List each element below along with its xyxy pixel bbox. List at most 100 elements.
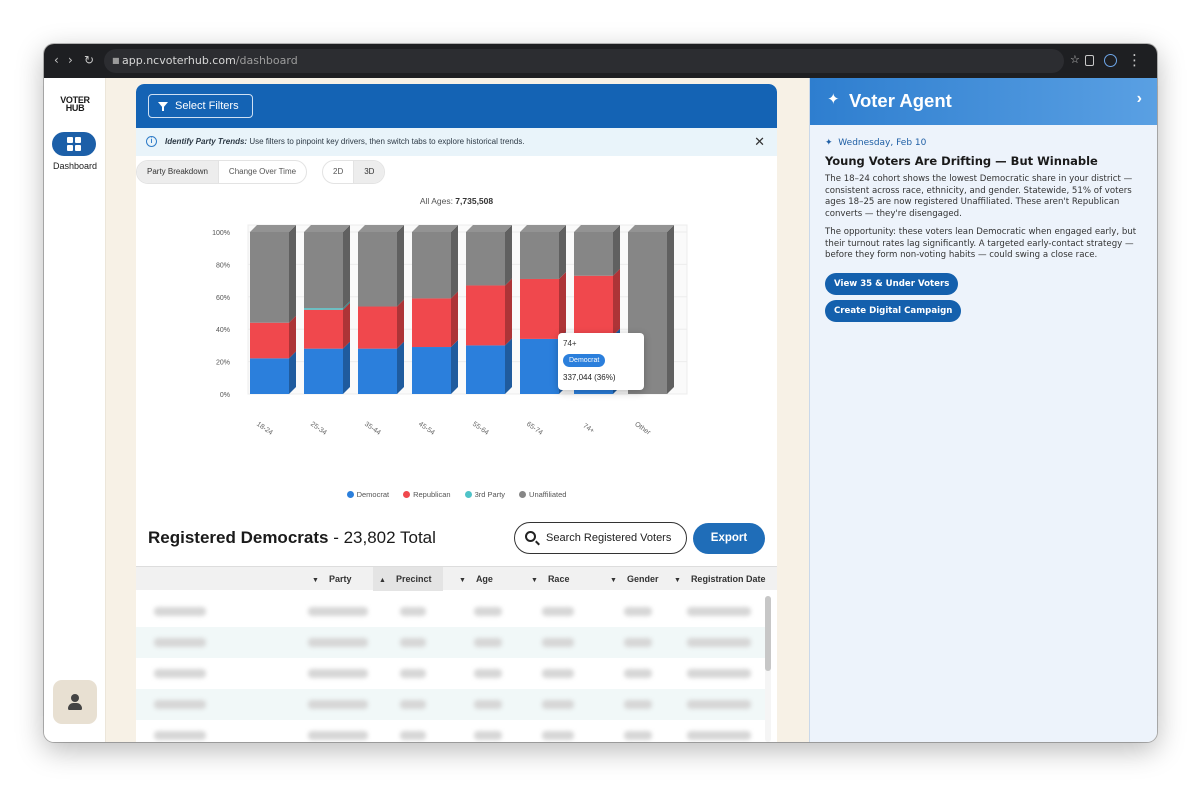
chart-tooltip: 74+ Democrat 337,044 (36%)	[558, 333, 644, 390]
redacted-cell	[400, 731, 426, 740]
forward-icon[interactable]: ›	[68, 53, 73, 67]
redacted-cell	[542, 700, 574, 709]
tab-party-breakdown[interactable]: Party Breakdown	[137, 161, 218, 183]
chart-legend: Democrat Republican 3rd Party Unaffiliated	[136, 490, 777, 499]
redacted-cell	[624, 731, 652, 740]
url-path: /dashboard	[235, 54, 298, 67]
column-gender[interactable]: ▼ Gender	[610, 567, 658, 591]
redacted-cell	[308, 638, 368, 647]
bar-2534-democrat-side	[343, 341, 350, 394]
bar-6574-democrat	[520, 338, 559, 394]
tab-change-over-time[interactable]: Change Over Time	[217, 161, 306, 183]
bar-1824-unaffiliated-side	[289, 225, 296, 323]
account-button[interactable]	[53, 680, 97, 724]
bar-5564-republican	[466, 285, 505, 346]
column-label: Registration Date	[690, 574, 766, 584]
bar-3544-democrat	[358, 348, 397, 394]
redacted-cell	[400, 700, 426, 709]
redacted-cell	[154, 700, 206, 709]
redacted-cell	[474, 669, 502, 678]
x-tick-label: 65-74	[525, 421, 544, 437]
redacted-cell	[308, 607, 368, 616]
search-input[interactable]: Search Registered Voters	[514, 522, 687, 554]
legend-label: Unaffiliated	[529, 490, 567, 499]
redacted-cell	[154, 638, 206, 647]
chevron-right-icon[interactable]: ›	[1136, 90, 1142, 107]
legend-item[interactable]: 3rd Party	[464, 490, 505, 499]
select-filters-label: Select Filters	[175, 100, 239, 112]
column-race[interactable]: ▼ Race	[531, 567, 569, 591]
redacted-cell	[624, 638, 652, 647]
chart-caption-label: All Ages:	[419, 196, 456, 206]
table-row[interactable]	[136, 689, 768, 720]
bar-5564-democrat-side	[505, 338, 512, 394]
legend-item[interactable]: Republican	[403, 490, 451, 499]
bar-4554-democrat	[412, 347, 451, 394]
column-precinct[interactable]: ▲ Precinct	[373, 567, 444, 591]
dashboard-label[interactable]: Dashboard	[52, 161, 98, 171]
column-label: Precinct	[395, 574, 432, 584]
column-label: Gender	[626, 574, 659, 584]
redacted-cell	[474, 607, 502, 616]
x-tick-label: 45-54	[417, 421, 436, 437]
legend-item[interactable]: Unaffiliated	[519, 490, 566, 499]
redacted-cell	[474, 731, 502, 740]
bar-5564-unaffiliated-top	[466, 225, 512, 232]
legend-label: Democrat	[356, 490, 390, 499]
legend-item[interactable]: Democrat	[346, 490, 390, 499]
redacted-cell	[542, 731, 574, 740]
view-young-voters-button[interactable]: View 35 & Under Voters	[825, 273, 959, 295]
table-row[interactable]	[136, 596, 768, 627]
redacted-cell	[308, 700, 368, 709]
table-scrollbar-thumb[interactable]	[765, 596, 771, 671]
bar-2534-republican	[304, 309, 343, 349]
redacted-cell	[542, 669, 574, 678]
bar-2534-republican-side	[343, 302, 350, 349]
bar-1824-republican	[250, 322, 289, 359]
reload-icon[interactable]: ↻	[84, 53, 95, 67]
column-age[interactable]: ▼ Age	[459, 567, 493, 591]
column-label: Race	[547, 574, 570, 584]
app-sidebar: VOTER HUB Dashboard	[44, 78, 106, 742]
back-icon[interactable]: ‹	[54, 53, 59, 67]
dashboard-button[interactable]	[52, 132, 96, 156]
table-row[interactable]	[136, 720, 768, 742]
sort-desc-icon: ▼	[459, 577, 466, 584]
bar-6574-unaffiliated	[520, 232, 559, 279]
close-icon[interactable]: ✕	[754, 134, 765, 149]
search-placeholder: Search Registered Voters	[546, 532, 672, 544]
x-tick-label: 74+	[581, 422, 595, 435]
extension-icon[interactable]	[1085, 55, 1094, 66]
redacted-cell	[542, 607, 574, 616]
export-button[interactable]: Export	[693, 523, 765, 554]
registered-title-label: Registered Democrats	[148, 528, 329, 547]
table-header: ▼ Party ▲ Precinct ▼ Age ▼ Race ▼ Gender ▼ Reg…	[136, 566, 777, 591]
create-campaign-button[interactable]: Create Digital Campaign	[825, 300, 962, 322]
view-3d-button[interactable]: 3D	[353, 161, 385, 183]
column-registration-date[interactable]: ▼ Registration Date	[674, 567, 765, 591]
y-tick-label: 100%	[212, 230, 230, 237]
profile-icon[interactable]	[1104, 54, 1117, 67]
browser-menu-icon[interactable]: ⋮	[1127, 51, 1142, 69]
dashboard-panel: Select Filters i Identify Party Trends: …	[136, 84, 777, 742]
table-row[interactable]	[136, 658, 768, 689]
redacted-cell	[400, 638, 426, 647]
y-tick-label: 80%	[216, 262, 230, 269]
bar-4554-unaffiliated	[412, 232, 451, 299]
view-2d-button[interactable]: 2D	[333, 167, 344, 176]
redacted-cell	[687, 700, 751, 709]
address-bar[interactable]: ■ app.ncvoterhub.com/dashboard	[104, 49, 1064, 73]
redacted-cell	[154, 607, 206, 616]
bar-3544-republican	[358, 306, 397, 349]
bookmark-star-icon[interactable]: ☆	[1070, 53, 1080, 66]
view-mode-toggle: 2D 3D	[322, 160, 386, 184]
voterhub-logo[interactable]: VOTER HUB	[58, 96, 92, 113]
column-party[interactable]: ▼ Party	[312, 567, 351, 591]
bar-4554-unaffiliated-side	[451, 225, 458, 299]
sort-desc-icon: ▼	[312, 577, 319, 584]
insight-headline: Young Voters Are Drifting — But Winnable	[825, 154, 1098, 168]
table-row[interactable]	[136, 627, 768, 658]
y-tick-label: 60%	[216, 295, 230, 302]
redacted-cell	[542, 638, 574, 647]
select-filters-button[interactable]: Select Filters	[148, 94, 253, 118]
